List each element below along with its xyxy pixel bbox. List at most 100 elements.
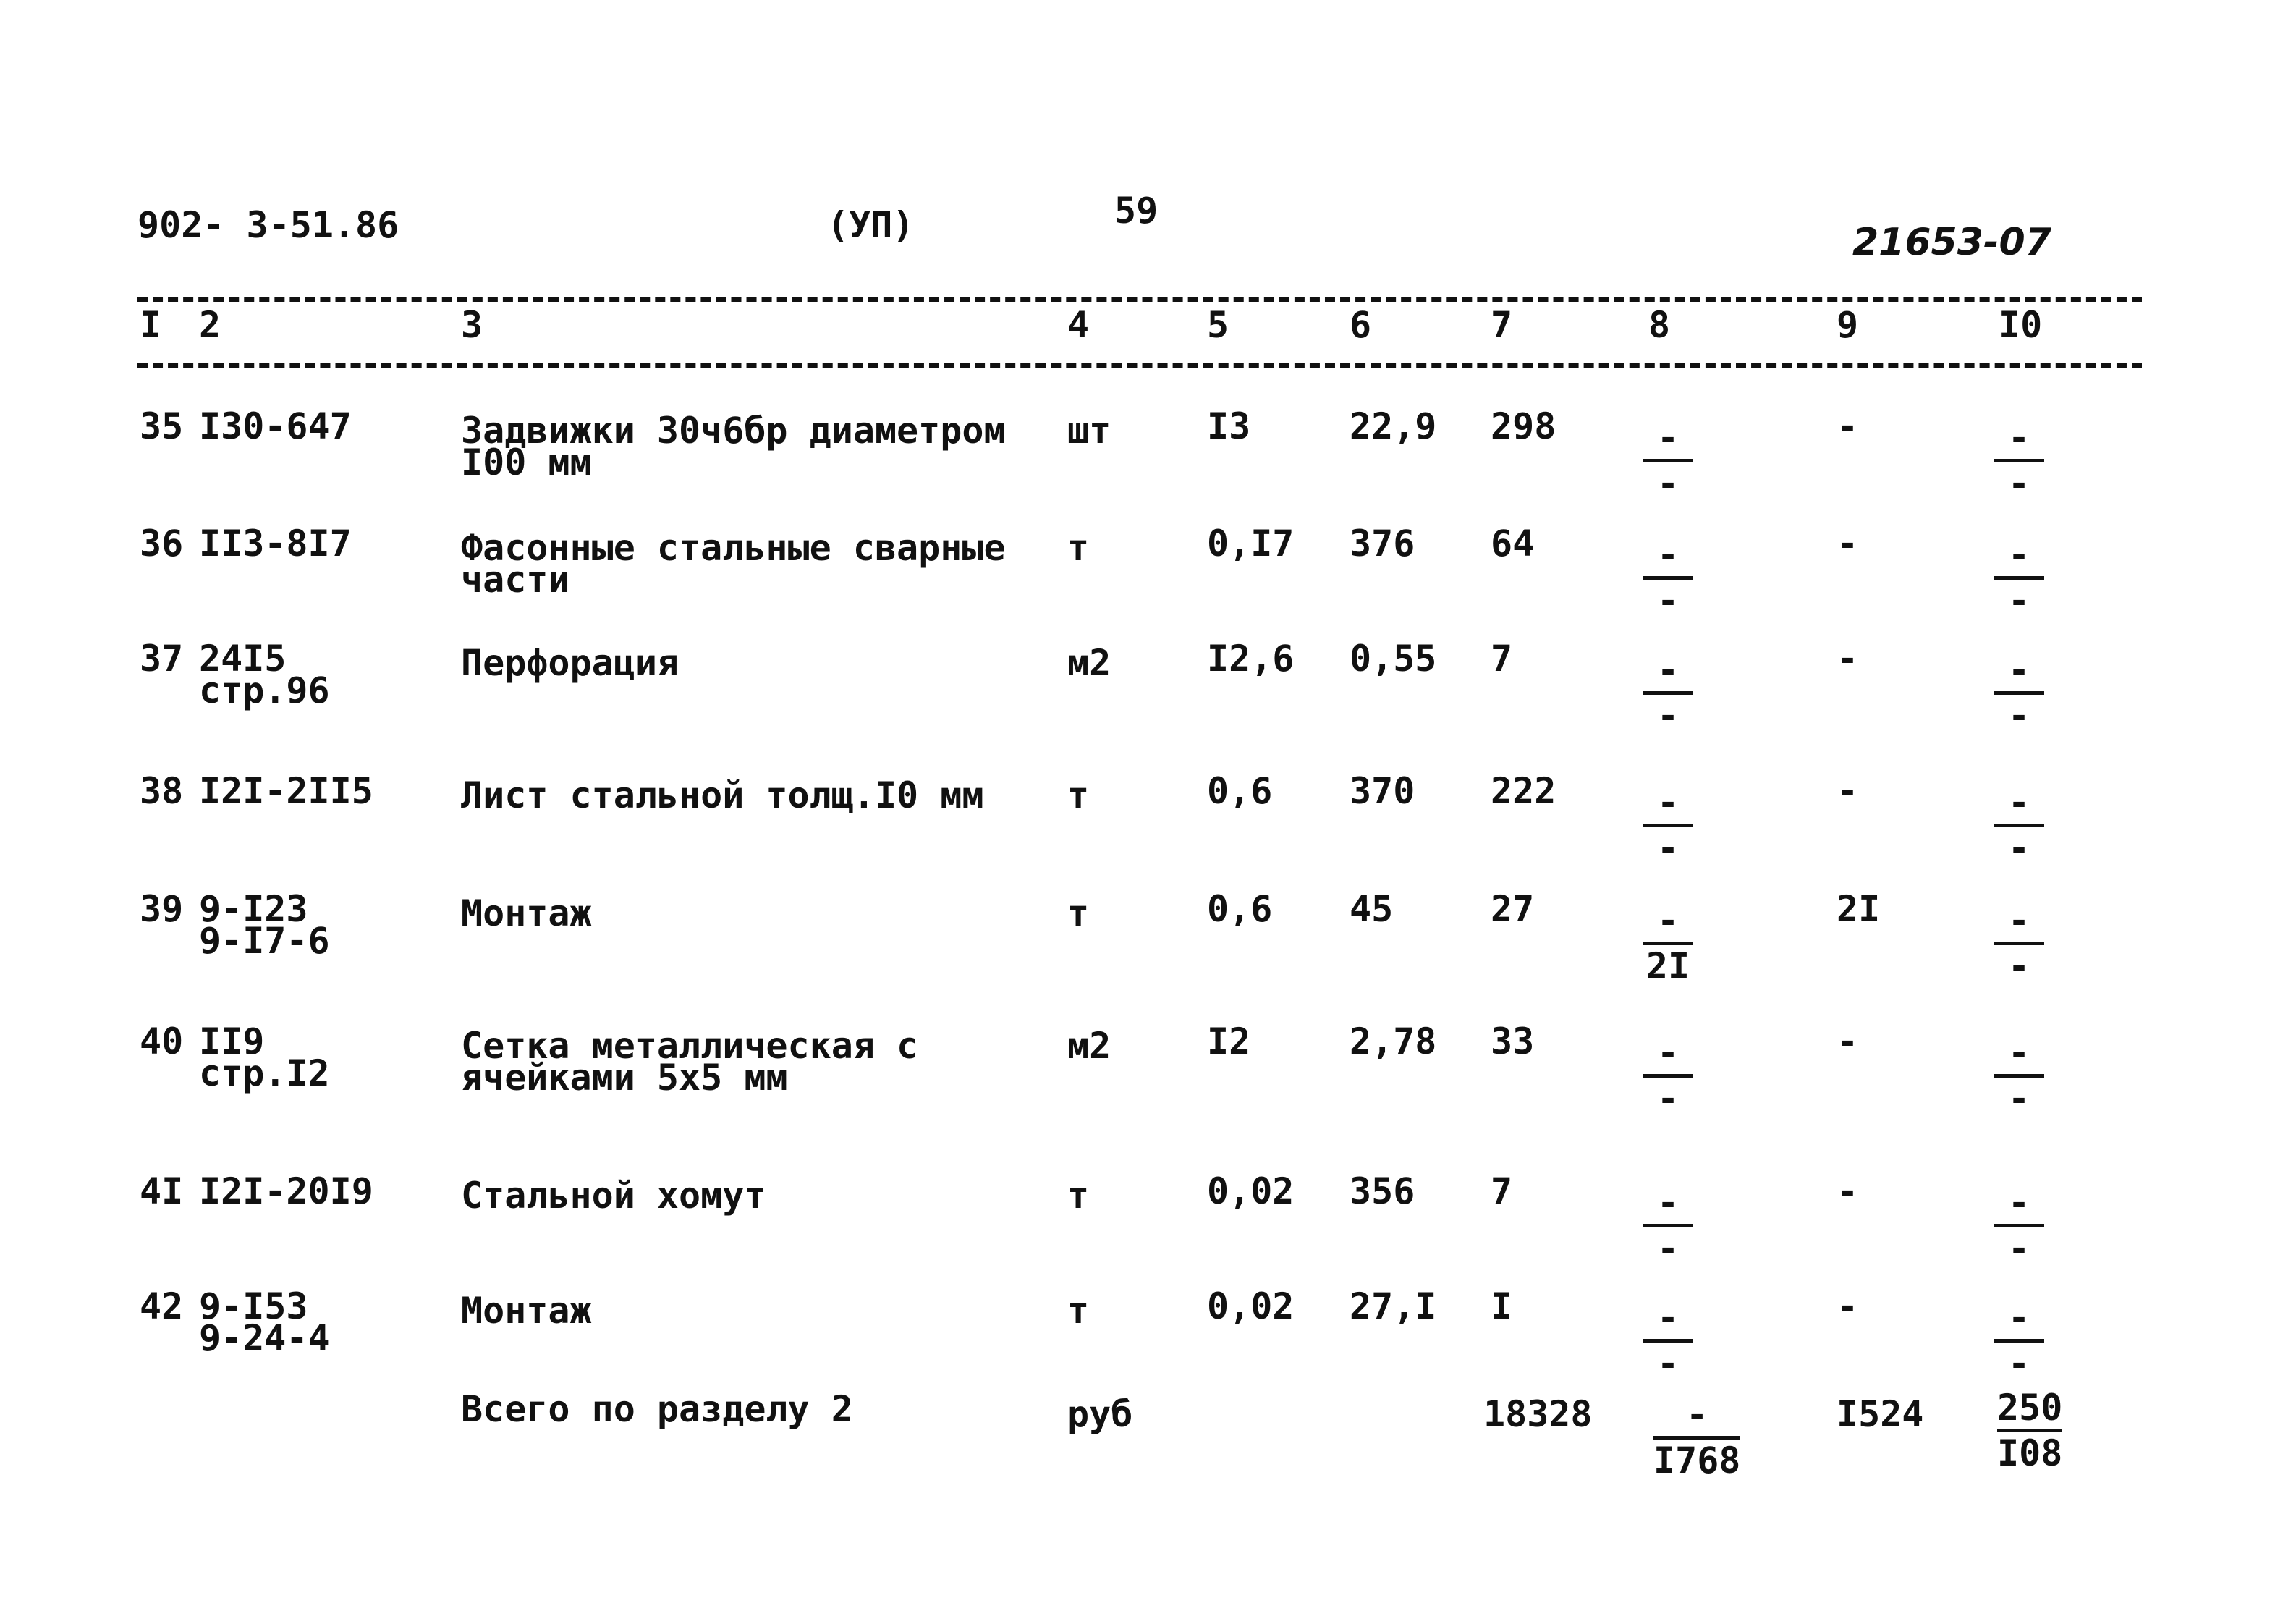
fraction-denominator: -: [2007, 827, 2030, 869]
column-header: I: [140, 304, 162, 346]
row-number: 40: [140, 1020, 184, 1062]
total-label: Всего по разделу 2: [461, 1388, 853, 1430]
total-column-8: - I768: [1653, 1394, 1741, 1481]
fraction-numerator: 250: [1997, 1387, 2063, 1429]
fraction-bar: [1994, 1224, 2044, 1227]
unit: т: [1067, 1290, 1090, 1332]
total-cost: 7: [1491, 638, 1513, 680]
fraction-numerator: -: [2007, 1297, 2030, 1339]
quantity: I2,6: [1207, 638, 1295, 680]
unit: шт: [1067, 410, 1111, 452]
column-8-value: --: [1643, 420, 1693, 502]
column-10-value: --: [1994, 785, 2044, 866]
total-column-9: I524: [1837, 1393, 1924, 1435]
price-code: I2I-20I9: [199, 1170, 373, 1212]
fraction-denominator: I768: [1653, 1440, 1741, 1481]
column-8-value: --: [1643, 1300, 1693, 1382]
fraction-numerator: -: [1656, 900, 1679, 942]
row-number: 38: [140, 770, 184, 812]
item-name: Лист стальной толщ.I0 мм: [461, 774, 984, 816]
fraction-bar: [1643, 942, 1693, 945]
price-code: II3-8I7: [199, 523, 352, 565]
quantity: 0,6: [1207, 770, 1273, 812]
unit: т: [1067, 774, 1090, 816]
column-header: 4: [1067, 304, 1090, 346]
fraction-denominator: -: [2007, 1343, 2030, 1384]
unit-price: 2,78: [1350, 1020, 1437, 1062]
item-name: Монтаж: [461, 1290, 592, 1332]
fraction-bar: [1643, 691, 1693, 695]
fraction-denominator: -: [1656, 1343, 1679, 1384]
fraction-denominator: -: [1656, 462, 1679, 504]
unit-price: 356: [1350, 1170, 1415, 1212]
fraction-bar: [1994, 1074, 2044, 1078]
header-rule-top: [137, 297, 2142, 302]
fraction-denominator: -: [2007, 462, 2030, 504]
total-cost: 222: [1491, 770, 1556, 812]
column-9-value: -: [1837, 638, 1859, 680]
fraction-numerator: -: [1656, 417, 1679, 459]
price-code: 9-24-4: [199, 1317, 330, 1359]
unit-price: 45: [1350, 888, 1394, 930]
row-number: 35: [140, 405, 184, 447]
fraction-bar: [1643, 1339, 1693, 1343]
fraction-bar: [1994, 459, 2044, 462]
fraction-bar: [1643, 459, 1693, 462]
price-code: 9-I23: [199, 888, 308, 930]
unit-price: 27,I: [1350, 1285, 1437, 1327]
fraction-bar: [1643, 1224, 1693, 1227]
item-name: Перфорация: [461, 642, 679, 684]
column-10-value: --: [1994, 1035, 2044, 1117]
fraction-bar: [1643, 576, 1693, 580]
column-8-value: --: [1643, 652, 1693, 734]
price-code: 9-I53: [199, 1285, 308, 1327]
archive-number: 21653-07: [1852, 221, 2051, 264]
price-code: 9-I7-6: [199, 920, 330, 962]
doc-code: 902- 3-51.86: [137, 204, 399, 246]
row-number: 36: [140, 523, 184, 565]
column-10-value: --: [1994, 1300, 2044, 1382]
column-10-value: --: [1994, 902, 2044, 984]
quantity: 0,6: [1207, 888, 1273, 930]
column-10-value: --: [1994, 1185, 2044, 1267]
column-9-value: -: [1837, 1170, 1859, 1212]
total-cost: 7: [1491, 1170, 1513, 1212]
quantity: I2: [1207, 1020, 1251, 1062]
column-9-value: -: [1837, 770, 1859, 812]
total-cost: 298: [1491, 405, 1556, 447]
fraction-numerator: -: [2007, 1032, 2030, 1074]
item-name: Фасонные стальные сварные: [461, 527, 1006, 569]
column-8-value: --: [1643, 1035, 1693, 1117]
column-header: 3: [461, 304, 483, 346]
fraction-numerator: -: [2007, 1182, 2030, 1224]
column-8-value: -2I: [1643, 902, 1693, 984]
total-cost: 27: [1491, 888, 1535, 930]
column-header: 7: [1491, 304, 1513, 346]
fraction-numerator: -: [2007, 534, 2030, 576]
unit-price: 370: [1350, 770, 1415, 812]
fraction-bar: [1994, 942, 2044, 945]
fraction-numerator: -: [1686, 1394, 1708, 1436]
fraction-denominator: -: [2007, 1078, 2030, 1120]
row-number: 37: [140, 638, 184, 680]
fraction-bar: [1994, 824, 2044, 827]
unit: т: [1067, 1175, 1090, 1217]
item-name: части: [461, 559, 570, 601]
quantity: 0,02: [1207, 1285, 1295, 1327]
fraction-bar: [1994, 1339, 2044, 1343]
unit-price: 376: [1350, 523, 1415, 565]
fraction-denominator: -: [2007, 1227, 2030, 1269]
column-header: 6: [1350, 304, 1372, 346]
fraction-numerator: -: [1656, 534, 1679, 576]
row-number: 42: [140, 1285, 184, 1327]
fraction-denominator: -: [2007, 580, 2030, 622]
column-10-value: --: [1994, 420, 2044, 502]
total-unit: руб: [1067, 1393, 1133, 1435]
unit: м2: [1067, 642, 1111, 684]
quantity: 0,02: [1207, 1170, 1295, 1212]
unit-price: 0,55: [1350, 638, 1437, 680]
column-9-value: -: [1837, 1020, 1859, 1062]
row-number: 39: [140, 888, 184, 930]
fraction-numerator: -: [1656, 1182, 1679, 1224]
fraction-numerator: -: [1656, 1297, 1679, 1339]
